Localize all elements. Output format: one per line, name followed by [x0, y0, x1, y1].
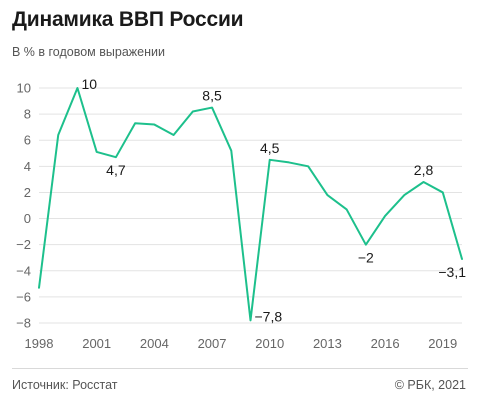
x-tick-label: 2004 [140, 336, 169, 351]
x-tick-label: 1998 [25, 336, 54, 351]
y-tick-label: 0 [24, 211, 31, 226]
data-label: 10 [81, 76, 97, 92]
data-point [384, 214, 387, 217]
chart-title: Динамика ВВП России [12, 8, 244, 31]
data-point [287, 161, 290, 164]
data-point [364, 243, 367, 246]
y-tick-label: 10 [17, 81, 31, 96]
x-tick-label: 2013 [313, 336, 342, 351]
y-tick-label: 6 [24, 133, 31, 148]
data-label: 4,7 [106, 162, 126, 178]
data-label: −2 [358, 250, 374, 266]
data-label: −7,8 [255, 308, 283, 324]
data-point [403, 194, 406, 197]
y-tick-label: −8 [16, 316, 31, 331]
x-tick-label: 2016 [371, 336, 400, 351]
chart-subtitle: В % в годовом выражении [12, 45, 165, 59]
data-point [172, 134, 175, 137]
data-point [345, 208, 348, 211]
data-point [114, 156, 117, 159]
footer-divider [12, 368, 468, 369]
y-tick-label: −6 [16, 289, 31, 304]
data-point [422, 181, 425, 184]
y-tick-label: −4 [16, 263, 31, 278]
data-point [38, 286, 41, 289]
data-point [134, 122, 137, 125]
copyright-note: © РБК, 2021 [394, 378, 466, 392]
data-label: 8,5 [202, 88, 222, 104]
data-point [326, 194, 329, 197]
y-tick-label: 4 [24, 159, 31, 174]
data-point [268, 158, 271, 161]
gdp-series-line [38, 87, 463, 322]
data-point [461, 258, 464, 261]
data-point [191, 110, 194, 113]
x-tick-label: 2010 [255, 336, 284, 351]
data-point [76, 87, 79, 90]
y-tick-label: −2 [16, 237, 31, 252]
y-tick-label: 2 [24, 185, 31, 200]
data-point [211, 106, 214, 109]
data-point [441, 191, 444, 194]
data-point [230, 149, 233, 152]
data-point [249, 319, 252, 322]
x-tick-label: 2007 [198, 336, 227, 351]
data-point [307, 165, 310, 168]
data-label: 4,5 [260, 140, 280, 156]
data-point [95, 150, 98, 153]
source-note: Источник: Росстат [12, 378, 118, 392]
x-tick-label: 2019 [428, 336, 457, 351]
data-label: −3,1 [438, 264, 466, 280]
data-point [153, 123, 156, 126]
data-label: 2,8 [414, 162, 434, 178]
y-tick-label: 8 [24, 107, 31, 122]
data-point [57, 134, 60, 137]
x-tick-label: 2001 [82, 336, 111, 351]
